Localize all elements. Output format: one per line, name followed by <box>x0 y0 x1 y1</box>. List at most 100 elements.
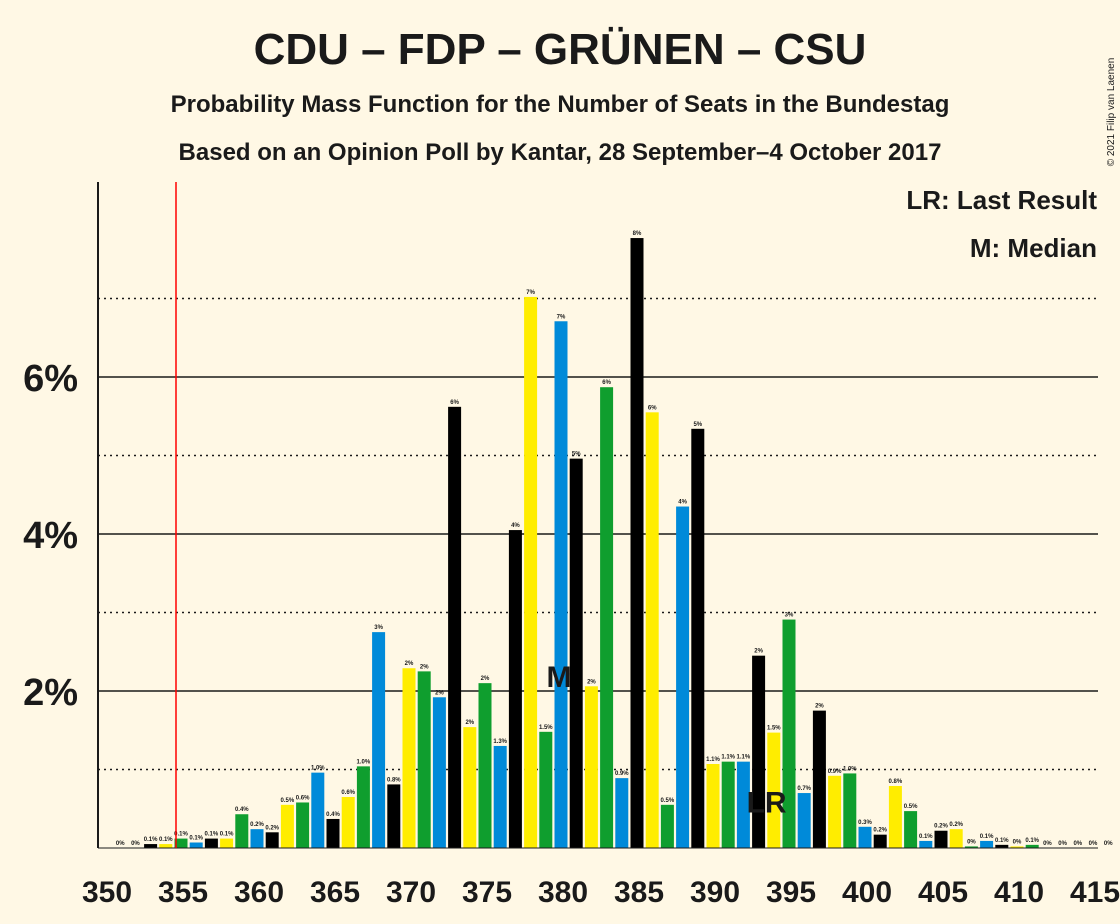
bar-label-367: 1.0% <box>357 759 371 765</box>
bar-label-358: 0.1% <box>220 832 234 838</box>
bar-label-370: 2% <box>405 661 414 667</box>
bar-403 <box>904 811 918 848</box>
bar-label-357: 0.1% <box>205 832 219 838</box>
bar-358 <box>220 838 234 848</box>
x-axis-ticks: 350 355 360 365 370 375 380 385 390 395 400 405 410 4… <box>82 876 1120 909</box>
bar-377 <box>508 530 522 848</box>
bar-label-395: 3% <box>785 613 794 619</box>
bar-label-414: 0% <box>1073 841 1082 847</box>
bar-label-415: 0% <box>1089 841 1098 847</box>
gridlines <box>98 297 1098 771</box>
bar-381 <box>569 458 583 848</box>
bar-label-389: 5% <box>693 422 702 428</box>
bar-387 <box>660 804 674 848</box>
x-tick-label: 360 <box>234 876 284 909</box>
bar-396 <box>797 793 811 848</box>
bar-label-403: 0.5% <box>904 804 918 810</box>
bar-354 <box>159 844 173 848</box>
last-result-marker: LR <box>747 787 787 820</box>
y-tick-label: 2% <box>23 672 78 714</box>
bar-label-384: 0.9% <box>615 771 629 777</box>
bar-376 <box>493 745 507 848</box>
x-tick-label: 365 <box>310 876 360 909</box>
bar-364 <box>311 772 325 848</box>
bar-label-362: 0.5% <box>281 798 295 804</box>
bar-label-374: 2% <box>465 720 474 726</box>
bar-label-406: 0.2% <box>949 822 963 828</box>
x-tick-label: 350 <box>82 876 132 909</box>
bar-373 <box>448 406 462 848</box>
bar-label-381: 5% <box>572 452 581 458</box>
bar-355 <box>174 838 188 848</box>
bar-label-373: 6% <box>450 400 459 406</box>
bar-402 <box>888 785 902 848</box>
bar-401 <box>873 834 887 848</box>
bar-370 <box>402 668 416 848</box>
bar-379 <box>539 731 553 848</box>
bar-409 <box>995 844 1009 848</box>
bar-label-359: 0.4% <box>235 807 249 813</box>
bar-407 <box>964 846 978 848</box>
bar-395 <box>782 619 796 848</box>
bar-389 <box>691 428 705 848</box>
bar-361 <box>265 832 279 848</box>
bar-labels: 0% 0%0.1% 0.1%0.1%0.1%0.1% 0.1%0.4%0.2%0.2%… <box>116 231 1113 847</box>
bar-367 <box>356 766 370 848</box>
bar-366 <box>341 796 355 848</box>
bar-label-387: 0.5% <box>661 798 675 804</box>
bar-label-380: 7% <box>557 314 566 320</box>
bar-410 <box>1010 846 1024 848</box>
y-tick-label: 6% <box>23 358 78 400</box>
bar-label-411: 0.1% <box>1025 838 1039 844</box>
bar-383 <box>600 387 614 848</box>
bar-label-397: 2% <box>815 704 824 710</box>
bar-365 <box>326 818 340 848</box>
chart-subtitle: Probability Mass Function for the Number… <box>171 91 950 118</box>
x-tick-label: 355 <box>158 876 208 909</box>
bars <box>144 238 1039 848</box>
bar-label-416: 0% <box>1104 841 1113 847</box>
x-tick-label: 415 <box>1070 876 1120 909</box>
y-axis-ticks: 2% 4% 6% <box>23 358 78 714</box>
bar-405 <box>934 830 948 848</box>
bar-label-396: 0.7% <box>797 786 811 792</box>
bar-394 <box>767 732 781 848</box>
bar-label-410: 0% <box>1013 839 1022 845</box>
bar-label-369: 0.8% <box>387 777 401 783</box>
x-tick-label: 375 <box>462 876 512 909</box>
bar-label-393: 2% <box>754 649 763 655</box>
bar-label-400: 0.3% <box>858 820 872 826</box>
bar-label-386: 6% <box>648 405 657 411</box>
bar-label-378: 7% <box>526 290 535 296</box>
bar-397 <box>812 710 826 848</box>
bar-label-385: 8% <box>633 231 642 237</box>
bar-label-398: 0.9% <box>828 769 842 775</box>
bar-384 <box>615 778 629 848</box>
bar-362 <box>280 804 294 848</box>
x-tick-label: 370 <box>386 876 436 909</box>
bar-label-364: 1.0% <box>311 766 325 772</box>
bar-label-363: 0.6% <box>296 795 310 801</box>
bar-label-409: 0.1% <box>995 838 1009 844</box>
bar-label-391: 1.1% <box>721 755 735 761</box>
bar-label-401: 0.2% <box>873 828 887 834</box>
bar-label-377: 4% <box>511 523 520 529</box>
bar-label-408: 0.1% <box>980 834 994 840</box>
bar-label-413: 0% <box>1058 841 1067 847</box>
x-tick-label: 385 <box>614 876 664 909</box>
bar-label-376: 1.3% <box>493 739 507 745</box>
bar-label-361: 0.2% <box>265 825 279 831</box>
y-tick-label: 4% <box>23 515 78 557</box>
legend-median: M: Median <box>970 233 1097 263</box>
bar-label-368: 3% <box>374 625 383 631</box>
bar-label-379: 1.5% <box>539 725 553 731</box>
bar-404 <box>919 840 933 848</box>
bar-353 <box>144 844 158 848</box>
bar-371 <box>417 671 431 848</box>
bar-label-390: 1.1% <box>706 757 720 763</box>
legend-last-result: LR: Last Result <box>906 185 1097 215</box>
median-marker: M <box>547 661 572 694</box>
bar-374 <box>463 727 477 848</box>
bar-393 <box>752 655 766 848</box>
